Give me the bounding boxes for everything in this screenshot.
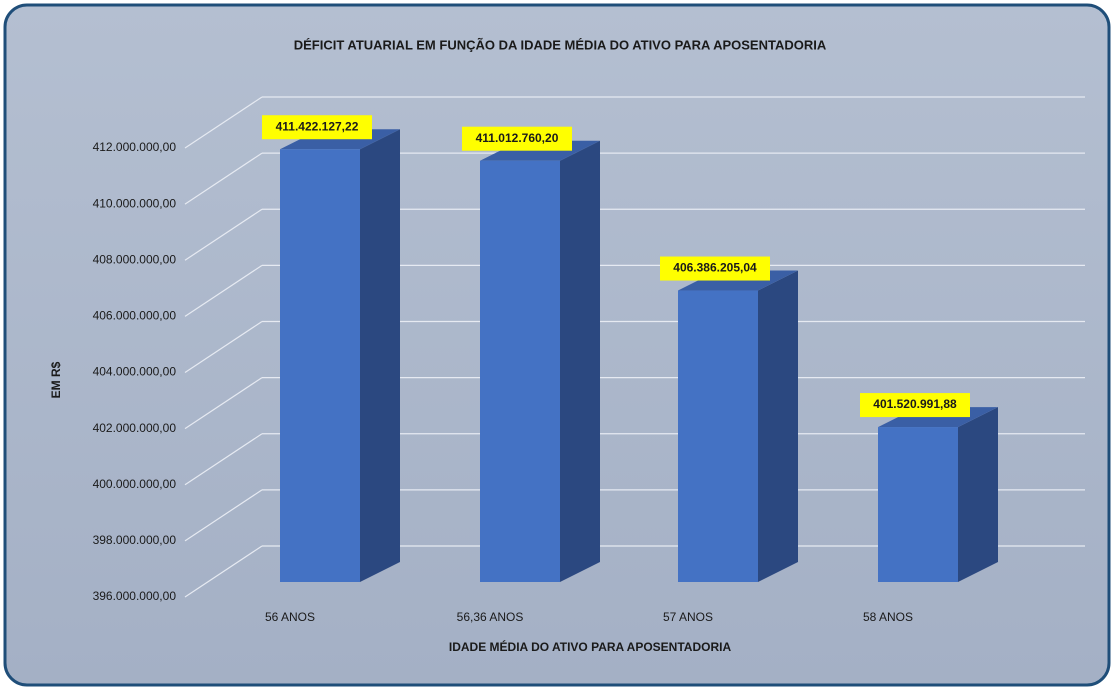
grid-line-side [184,320,263,374]
chart-title: DÉFICIT ATUARIAL EM FUNÇÃO DA IDADE MÉDI… [294,37,827,52]
y-tick-label: 402.000.000,00 [93,421,177,435]
value-label-box [262,115,372,140]
bar-side [560,140,600,583]
y-tick-label: 400.000.000,00 [93,477,177,491]
y-tick-label: 412.000.000,00 [93,140,177,154]
grid-line-side [184,152,263,205]
bar-side [958,407,998,582]
y-tick-label: 404.000.000,00 [93,365,177,379]
value-label: 411.422.127,22 [276,119,359,133]
bar-side [758,270,798,582]
value-label-box [660,256,770,281]
value-label: 406.386.205,04 [673,261,757,275]
grid-line-side [184,545,263,598]
x-tick-label: 56,36 ANOS [457,610,524,624]
grid-line-side [184,377,263,430]
bar [480,160,560,583]
y-axis-title: EM R$ [49,361,63,398]
bar [678,290,758,582]
x-tick-label: 57 ANOS [663,610,713,624]
y-tick-label: 398.000.000,00 [93,533,177,547]
value-label: 411.012.760,20 [476,131,559,145]
x-tick-label: 56 ANOS [265,610,315,624]
x-axis-title: IDADE MÉDIA DO ATIVO PARA APOSENTADORIA [449,639,732,654]
y-tick-label: 396.000.000,00 [93,589,177,603]
value-label: 401.520.991,88 [873,397,957,411]
grid-line-side [184,489,263,542]
bar [878,427,958,582]
y-tick-label: 410.000.000,00 [93,196,177,210]
value-label-box [462,126,572,151]
value-label-box [860,393,970,418]
y-tick-label: 406.000.000,00 [93,309,177,323]
bar-side [360,129,400,582]
y-tick-label: 408.000.000,00 [93,252,177,266]
grid-line-side [184,96,263,149]
grid-line-side [184,208,263,261]
x-tick-label: 58 ANOS [863,610,913,624]
grid-line-side [184,433,263,486]
grid-line-side [184,264,263,317]
bar [280,149,360,582]
